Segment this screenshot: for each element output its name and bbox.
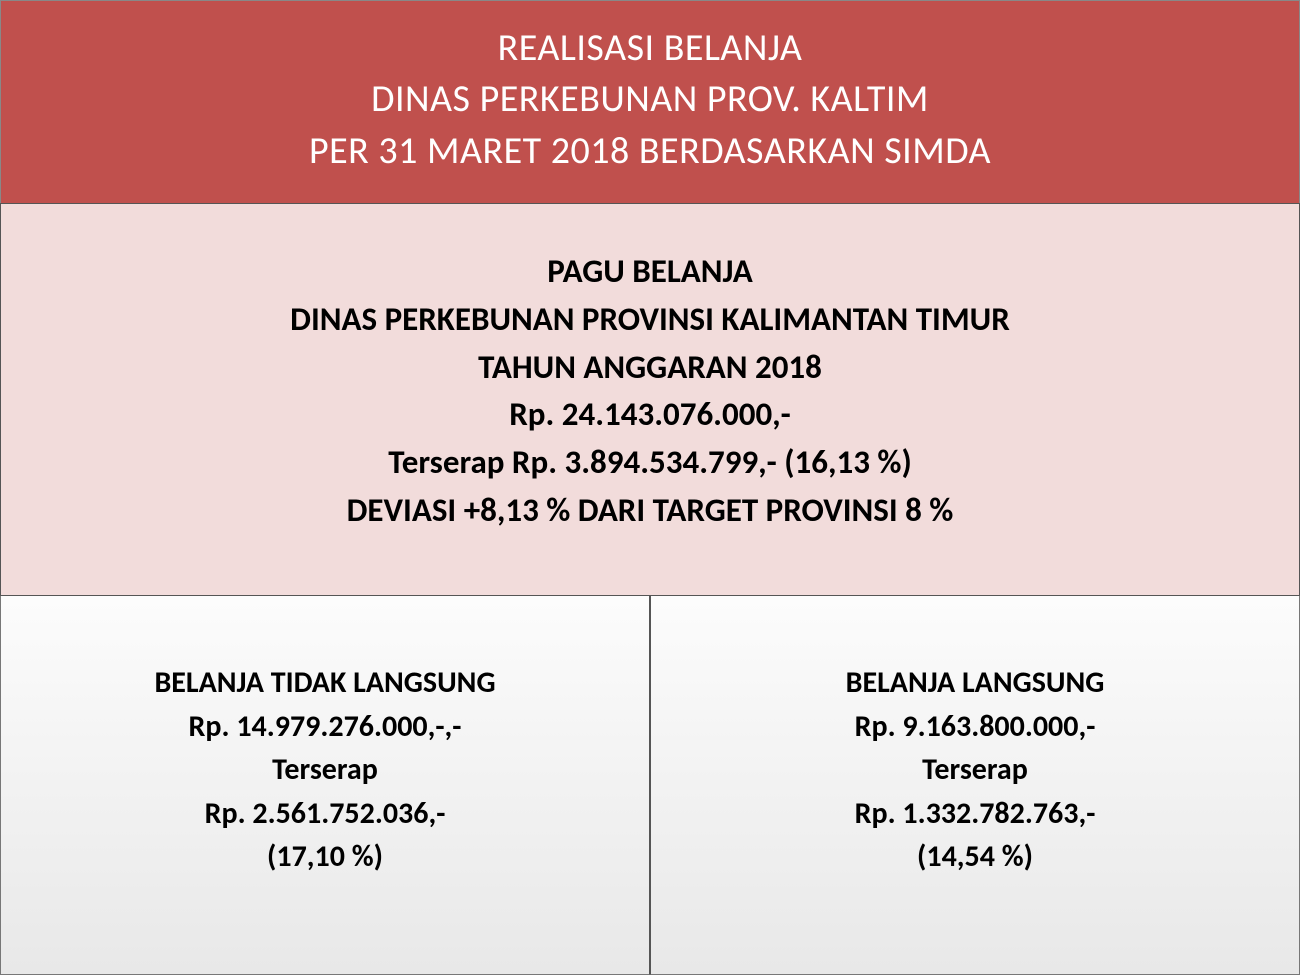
right-absorbed-amount: Rp. 1.332.782.763,- <box>671 792 1279 836</box>
summary-line-4: Rp. 24.143.076.000,- <box>21 391 1279 439</box>
panel-direct-spending: BELANJA LANGSUNG Rp. 9.163.800.000,- Ter… <box>650 596 1300 975</box>
summary-line-1: PAGU BELANJA <box>21 248 1279 296</box>
panel-indirect-spending: BELANJA TIDAK LANGSUNG Rp. 14.979.276.00… <box>0 596 650 975</box>
summary-line-6: DEVIASI +8,13 % DARI TARGET PROVINSI 8 % <box>21 487 1279 535</box>
right-title: BELANJA LANGSUNG <box>671 661 1279 705</box>
summary-block: PAGU BELANJA DINAS PERKEBUNAN PROVINSI K… <box>0 203 1300 596</box>
left-title: BELANJA TIDAK LANGSUNG <box>21 661 629 705</box>
left-absorbed-label: Terserap <box>21 748 629 792</box>
left-percent: (17,10 %) <box>21 835 629 879</box>
header-line-3: PER 31 MARET 2018 BERDASARKAN SIMDA <box>21 126 1279 177</box>
header-line-1: REALISASI BELANJA <box>21 23 1279 74</box>
right-absorbed-label: Terserap <box>671 748 1279 792</box>
header-line-2: DINAS PERKEBUNAN PROV. KALTIM <box>21 74 1279 125</box>
summary-line-5: Terserap Rp. 3.894.534.799,- (16,13 %) <box>21 439 1279 487</box>
header-block: REALISASI BELANJA DINAS PERKEBUNAN PROV.… <box>0 0 1300 203</box>
right-percent: (14,54 %) <box>671 835 1279 879</box>
summary-line-3: TAHUN ANGGARAN 2018 <box>21 344 1279 392</box>
right-amount: Rp. 9.163.800.000,- <box>671 705 1279 749</box>
summary-line-2: DINAS PERKEBUNAN PROVINSI KALIMANTAN TIM… <box>21 296 1279 344</box>
left-absorbed-amount: Rp. 2.561.752.036,- <box>21 792 629 836</box>
left-amount: Rp. 14.979.276.000,-,- <box>21 705 629 749</box>
split-row: BELANJA TIDAK LANGSUNG Rp. 14.979.276.00… <box>0 596 1300 975</box>
slide-container: REALISASI BELANJA DINAS PERKEBUNAN PROV.… <box>0 0 1300 975</box>
